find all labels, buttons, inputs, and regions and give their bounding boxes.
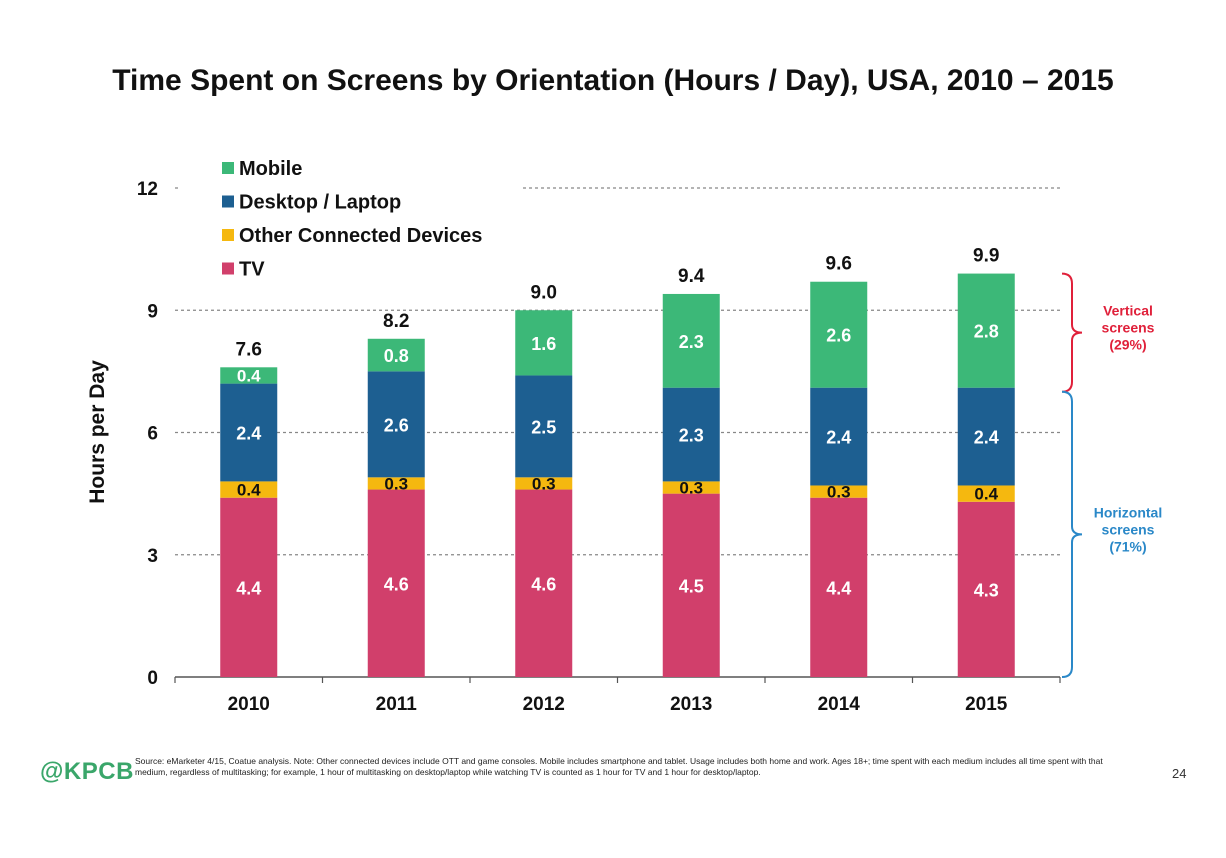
legend-swatch [222, 195, 234, 208]
bar-total-label: 8.2 [383, 311, 409, 332]
bar-segment-label: 4.6 [531, 574, 556, 594]
bar-segment-label: 0.3 [679, 479, 703, 498]
bar-segment-desktop-laptop [810, 387, 868, 486]
footer: @KPCB Source: eMarketer 4/15, Coatue ana… [40, 752, 1220, 812]
legend-label: TV [239, 259, 265, 281]
legend-swatch [222, 229, 234, 241]
horizontal-screens-brace [1061, 390, 1083, 678]
annotation-label: Horizontal [1094, 504, 1162, 520]
annotation-label: Vertical [1103, 303, 1153, 319]
legend-background [180, 150, 520, 290]
bar-segment-desktop-laptop [515, 375, 573, 478]
bar-segment-tv [515, 489, 573, 677]
bar-segment-mobile [957, 273, 1015, 388]
bar-segment-tv [810, 497, 868, 677]
y-tick-label: 9 [147, 301, 158, 322]
bar-segment-desktop-laptop [220, 383, 278, 482]
bar-segment-label: 2.3 [679, 426, 704, 446]
bar-segment-desktop-laptop [957, 387, 1015, 486]
bar-segment-other-connected-devices [810, 485, 868, 498]
bar-segment-label: 0.3 [384, 474, 408, 493]
legend-label: Mobile [239, 158, 302, 180]
x-tick-label: 2011 [376, 694, 418, 715]
bar-segment-mobile [810, 281, 868, 388]
bar-segment-label: 2.6 [826, 326, 851, 346]
bar-segment-tv [957, 501, 1015, 677]
bar-segment-label: 4.5 [679, 576, 704, 596]
bar-total-label: 9.0 [531, 282, 557, 303]
bar-total-label: 7.6 [236, 339, 262, 360]
x-tick-label: 2014 [818, 694, 861, 715]
page-number: 24 [1172, 766, 1187, 781]
bar-segment-label: 2.4 [974, 428, 999, 448]
bar-segment-tv [367, 489, 425, 677]
bar-segment-label: 2.4 [236, 424, 261, 444]
bar-segment-other-connected-devices [220, 481, 278, 498]
bar-segment-other-connected-devices [367, 477, 425, 490]
bar-total-label: 9.4 [678, 266, 705, 287]
annotation-label: screens [1102, 521, 1155, 537]
bar-total-label: 9.9 [973, 246, 999, 267]
y-tick-label: 3 [147, 546, 158, 567]
annotation-label: (29%) [1109, 337, 1146, 353]
bar-segment-mobile [220, 367, 278, 384]
x-tick-label: 2013 [670, 694, 712, 715]
bar-segment-label: 2.5 [531, 417, 556, 437]
x-tick-label: 2012 [523, 694, 565, 715]
bar-segment-label: 0.8 [384, 346, 409, 366]
legend-label: Other Connected Devices [239, 225, 482, 247]
x-tick-label: 2010 [228, 694, 270, 715]
bar-segment-other-connected-devices [957, 485, 1015, 502]
y-tick-label: 6 [147, 424, 158, 445]
bar-segment-label: 4.4 [826, 578, 851, 598]
bar-segment-label: 2.8 [974, 322, 999, 342]
legend-swatch [222, 262, 234, 275]
bar-segment-tv [662, 493, 720, 677]
bar-segment-label: 4.6 [384, 574, 409, 594]
y-tick-label: 12 [137, 179, 158, 200]
bar-total-label: 9.6 [826, 254, 852, 275]
bar-segment-label: 1.6 [531, 334, 556, 354]
bar-segment-mobile [662, 293, 720, 388]
legend-swatch [222, 162, 234, 174]
bar-segment-label: 0.4 [237, 366, 261, 385]
chart-title: Time Spent on Screens by Orientation (Ho… [112, 64, 1114, 97]
legend-label: Desktop / Laptop [239, 192, 401, 214]
bar-segment-label: 2.6 [384, 415, 409, 435]
bar-segment-label: 4.3 [974, 580, 999, 600]
bar-segment-desktop-laptop [367, 371, 425, 478]
bar-segment-label: 0.4 [974, 485, 998, 504]
bar-segment-other-connected-devices [515, 477, 573, 490]
bar-segment-label: 2.4 [826, 428, 851, 448]
vertical-screens-brace [1061, 272, 1083, 393]
bar-segment-mobile [367, 338, 425, 372]
x-tick-label: 2015 [965, 694, 1008, 715]
bar-segment-other-connected-devices [662, 481, 720, 494]
bar-segment-label: 0.3 [532, 474, 556, 493]
bar-segment-desktop-laptop [662, 387, 720, 482]
annotation-label: (71%) [1109, 538, 1146, 554]
stacked-bar-chart: 0 3 6 9 12 Hours per Day 4.4 0.4 2.4 0.4 7.6 2010 4.… [86, 150, 1163, 715]
bar-segment-mobile [515, 310, 573, 376]
bar-segment-label: 2.3 [679, 332, 704, 352]
bar-segment-tv [220, 497, 278, 677]
source-note: Source: eMarketer 4/15, Coatue analysis.… [135, 756, 1103, 777]
bar-segment-label: 4.4 [236, 578, 261, 598]
annotation-label: screens [1102, 320, 1155, 336]
y-tick-label: 0 [147, 668, 158, 689]
bar-segment-label: 0.4 [237, 481, 261, 500]
bar-segment-label: 0.3 [827, 483, 851, 502]
kpcb-logo: @KPCB [40, 758, 134, 785]
y-axis-label: Hours per Day [86, 360, 109, 504]
